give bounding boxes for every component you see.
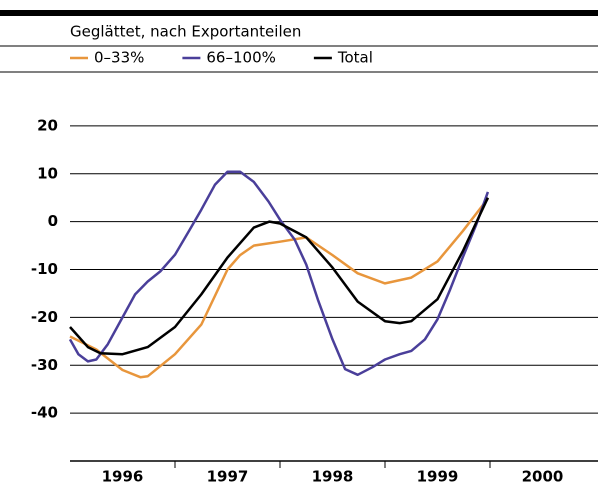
y-tick-label: -30	[31, 356, 58, 374]
header-bar	[0, 10, 598, 16]
x-tick-label: 1999	[417, 468, 459, 485]
y-tick-label: -20	[31, 308, 58, 326]
series-line	[68, 170, 490, 377]
x-tick-label: 2000	[522, 468, 564, 485]
y-tick-label: 20	[37, 116, 58, 134]
legend-label: 66–100%	[206, 49, 275, 67]
y-tick-label: 0	[48, 212, 58, 230]
legend-label: 0–33%	[94, 49, 144, 67]
series-line	[69, 197, 490, 356]
x-tick-label: 1997	[207, 468, 249, 485]
y-tick-label: -40	[31, 404, 58, 422]
chart-subtitle: Geglättet, nach Exportanteilen	[70, 23, 301, 41]
series-line	[69, 197, 489, 379]
x-tick-label: 1998	[312, 468, 354, 485]
x-tick-label: 1996	[102, 468, 144, 485]
y-tick-label: -10	[31, 260, 58, 278]
y-tick-label: 10	[37, 164, 58, 182]
legend-label: Total	[337, 49, 373, 67]
